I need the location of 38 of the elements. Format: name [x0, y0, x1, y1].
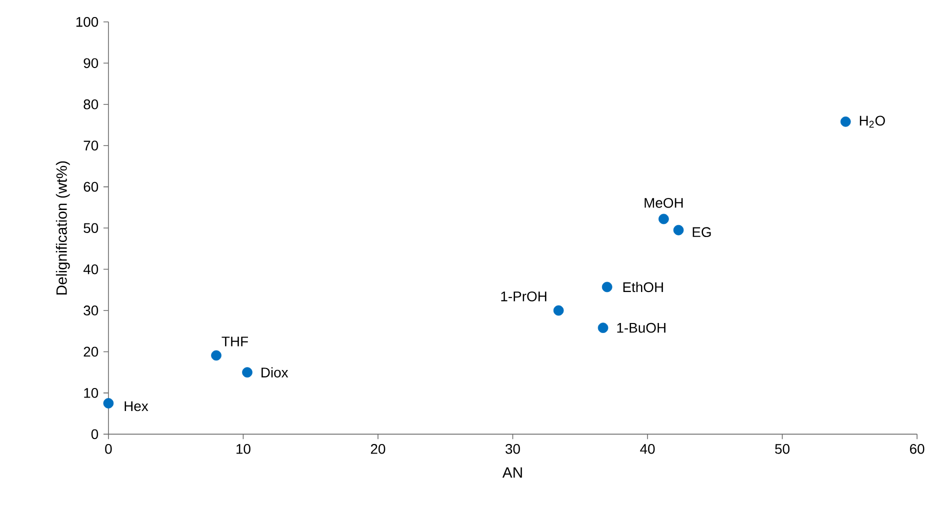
x-tick-label: 10 [236, 444, 250, 454]
point [598, 322, 608, 334]
y-tick-label: 60 [84, 182, 98, 192]
point [211, 350, 222, 361]
y-tick-label: 0 [91, 429, 98, 440]
annotation: EG [692, 227, 711, 238]
annotation: 1-PrOH [501, 292, 546, 302]
x-axis-title: AN [502, 467, 522, 478]
y-tick-label: 40 [83, 264, 98, 274]
x-tick-label: 20 [370, 444, 386, 454]
y-tick-label: 50 [84, 223, 98, 234]
annotation: THF [222, 336, 248, 346]
point [840, 116, 851, 127]
x-tick-label: 40 [640, 444, 655, 454]
point [602, 282, 612, 292]
x-tick-label: 30 [506, 444, 520, 454]
annotation: MeOH [644, 198, 683, 208]
annotation: Diox [262, 367, 288, 378]
y-tick-label: 70 [84, 140, 98, 151]
y-tick-label: 100 [76, 17, 98, 27]
y-tick-label: 10 [84, 388, 98, 398]
point [673, 225, 684, 236]
y-axis-title: Delignification (wt%) [56, 161, 70, 295]
y-tick-label: 20 [84, 346, 98, 357]
y-tick-label: 80 [84, 99, 98, 110]
point [658, 214, 669, 224]
x-tick-label: 0 [105, 444, 112, 454]
x-tick-label: 60 [910, 444, 924, 454]
point [242, 367, 252, 378]
annotation: H$_{2}$O [860, 116, 885, 128]
y-tick-label: 90 [84, 58, 98, 68]
x-tick-label: 50 [775, 444, 790, 454]
y-tick-label: 30 [84, 306, 98, 316]
annotation: EthOH [623, 282, 663, 292]
point [103, 398, 114, 409]
annotation: 1-BuOH [617, 322, 666, 333]
annotation: Hex [124, 401, 148, 412]
point [553, 305, 564, 316]
